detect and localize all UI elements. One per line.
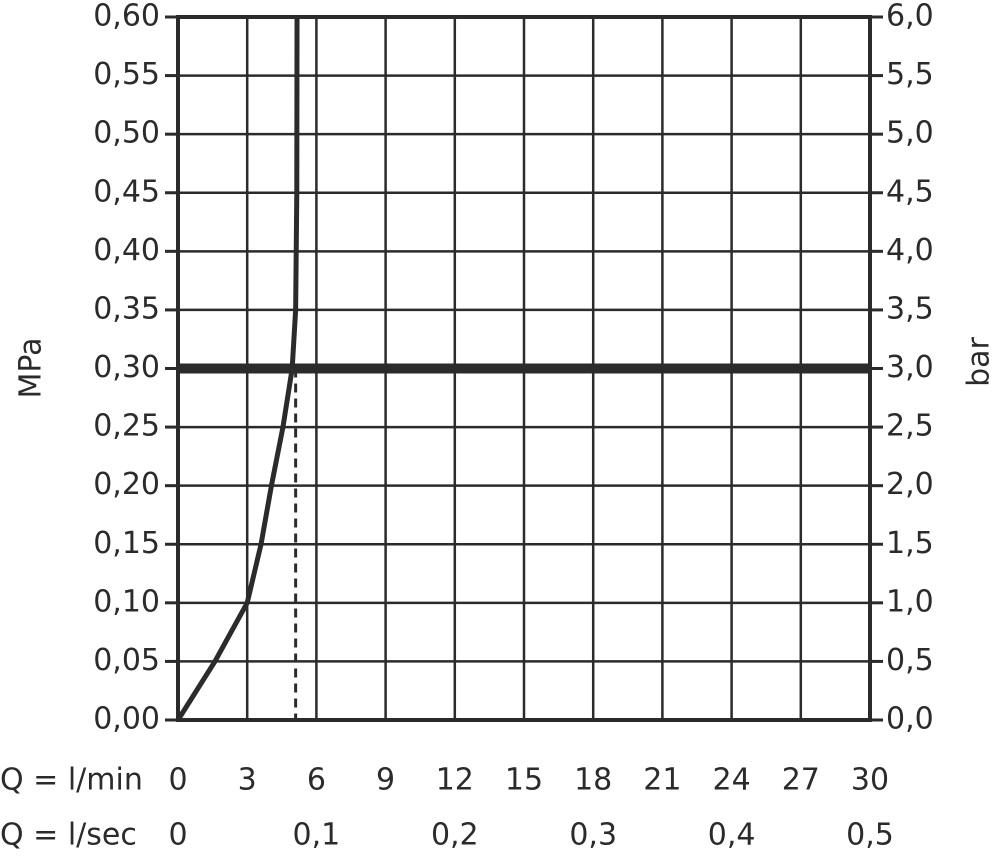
y-axis-label: MPa — [14, 337, 49, 398]
y-tick-label: 0,05 — [93, 643, 160, 678]
y2-tick-label: 0,5 — [886, 643, 934, 678]
y2-tick-label: 2,0 — [886, 467, 934, 502]
y-tick-label: 0,35 — [93, 291, 160, 326]
y-tick-label: 0,15 — [93, 526, 160, 561]
y2-tick-label: 1,0 — [886, 584, 934, 619]
y2-axis-label: bar — [962, 336, 997, 386]
x2-axis-label: Q = l/sec — [0, 818, 137, 853]
x-tick-label: 18 — [574, 763, 612, 798]
x-tick-label: 3 — [238, 763, 257, 798]
y2-tick-label: 5,0 — [886, 116, 934, 151]
y-tick-label: 0,50 — [93, 116, 160, 151]
y2-tick-label: 4,5 — [886, 174, 934, 209]
x2-tick-label: 0,2 — [431, 818, 479, 853]
y-tick-label: 0,30 — [93, 350, 160, 385]
curve — [175, 16, 300, 722]
y2-tick-label: 1,5 — [886, 526, 934, 561]
x-tick-label: 12 — [436, 763, 474, 798]
x-tick-label: 0 — [168, 763, 187, 798]
x-tick-label: 27 — [782, 763, 820, 798]
y-tick-label: 0,45 — [93, 174, 160, 209]
x-tick-label: 6 — [307, 763, 326, 798]
y-tick-label: 0,20 — [93, 467, 160, 502]
x-tick-label: 30 — [851, 763, 889, 798]
y-tick-label: 0,40 — [93, 233, 160, 268]
y2-tick-label: 3,5 — [886, 291, 934, 326]
y2-tick-label: 4,0 — [886, 233, 934, 268]
y-tick-label: 0,00 — [93, 702, 160, 737]
y-tick-label: 0,60 — [93, 0, 160, 34]
y-tick-label: 0,25 — [93, 409, 160, 444]
y2-tick-label: 3,0 — [886, 350, 934, 385]
y-tick-label: 0,10 — [93, 584, 160, 619]
y2-tick-label: 5,5 — [886, 57, 934, 92]
x-axis-label: Q = l/min — [0, 763, 143, 798]
x2-tick-label: 0,1 — [293, 818, 341, 853]
x2-tick-label: 0,5 — [846, 818, 894, 853]
y-tick-label: 0,55 — [93, 57, 160, 92]
x2-tick-label: 0,4 — [708, 818, 756, 853]
y2-tick-label: 2,5 — [886, 409, 934, 444]
x2-tick-label: 0 — [168, 818, 187, 853]
x-tick-label: 24 — [713, 763, 751, 798]
y2-tick-label: 0,0 — [886, 702, 934, 737]
x-tick-label: 9 — [376, 763, 395, 798]
x-tick-label: 15 — [505, 763, 543, 798]
x-tick-label: 21 — [643, 763, 681, 798]
x2-tick-label: 0,3 — [569, 818, 617, 853]
y2-tick-label: 6,0 — [886, 0, 934, 34]
